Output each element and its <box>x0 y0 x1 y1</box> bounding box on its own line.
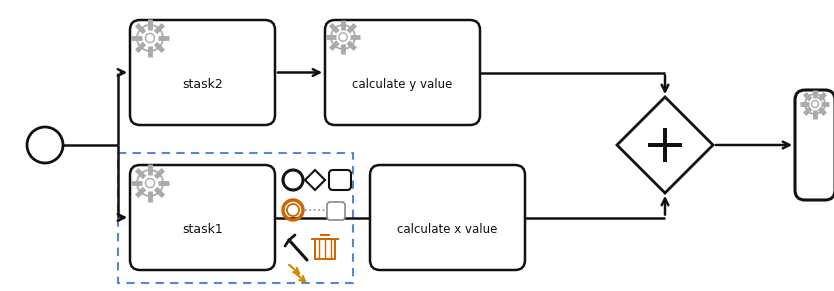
FancyBboxPatch shape <box>795 90 834 200</box>
Circle shape <box>27 127 63 163</box>
Bar <box>648 143 682 147</box>
Bar <box>663 128 667 162</box>
FancyBboxPatch shape <box>130 20 275 125</box>
FancyBboxPatch shape <box>325 20 480 125</box>
Text: calculate y value: calculate y value <box>352 78 453 91</box>
Text: stask2: stask2 <box>182 78 223 91</box>
FancyBboxPatch shape <box>130 165 275 270</box>
Text: calculate x value: calculate x value <box>397 223 498 236</box>
FancyBboxPatch shape <box>329 170 351 190</box>
Polygon shape <box>617 97 713 193</box>
Text: stask1: stask1 <box>182 223 223 236</box>
Bar <box>315 239 335 259</box>
FancyBboxPatch shape <box>370 165 525 270</box>
FancyBboxPatch shape <box>327 202 345 220</box>
